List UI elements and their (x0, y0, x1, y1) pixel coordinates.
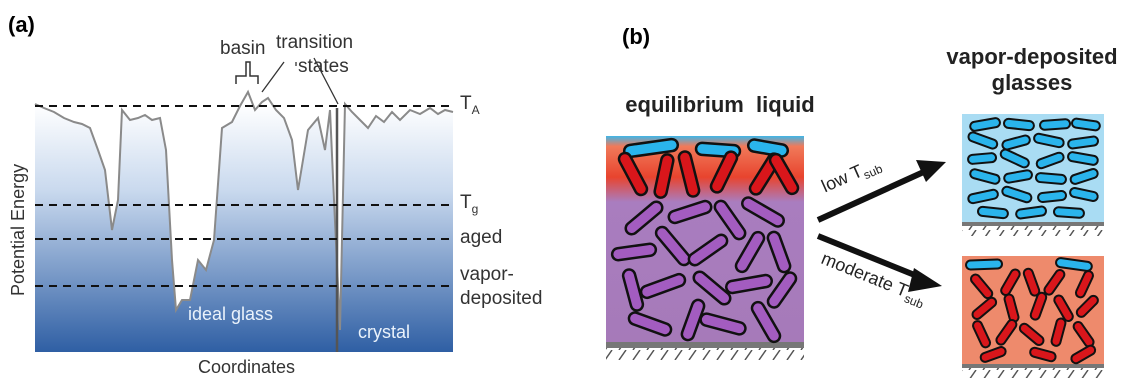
basin-label: basin (220, 38, 266, 59)
equilibrium-liquid-title: equilibrium liquid (625, 92, 815, 117)
basin-bracket (235, 61, 259, 84)
vapor-deposited-title-line1: vapor-deposited (946, 44, 1118, 69)
transition-pointer-1 (261, 61, 285, 93)
arrow-moderate-shaft (816, 233, 924, 281)
crystal-label: crystal (358, 322, 411, 342)
low-t-substrate (962, 222, 1104, 226)
moderate-t-substrate-hatch (962, 368, 1104, 378)
vapor-label-line2: deposited (460, 288, 543, 309)
transition-label-line2: states (298, 56, 349, 77)
arrow-low-head (916, 160, 946, 182)
moderate-t-substrate (962, 364, 1104, 368)
energy-curve (34, 89, 454, 331)
arrow-moderate-head (908, 268, 942, 292)
moderate-t-rods (965, 257, 1099, 365)
panel-a-label: (a) (8, 12, 35, 37)
panel-b-label: (b) (622, 24, 651, 49)
liquid-substrate-hatch (606, 348, 804, 360)
x-axis-label: Coordinates (198, 357, 296, 377)
arrow-low-shaft (816, 167, 930, 223)
ta-label: TA (460, 93, 480, 117)
vapor-deposited-title-line2: glasses (991, 70, 1073, 95)
low-t-rods (967, 117, 1101, 220)
transition-label-line1: transition (276, 32, 354, 53)
liquid-substrate (606, 342, 804, 348)
low-t-glass-box (962, 114, 1104, 222)
tg-label: Tg (460, 192, 479, 216)
vapor-label-line1: vapor- (460, 264, 514, 285)
ideal-glass-label: ideal glass (188, 304, 274, 324)
transition-pointer-3 (313, 57, 339, 105)
liquid-rods (610, 137, 800, 344)
above-curve-mask (35, 92, 453, 330)
low-t-substrate-hatch (962, 226, 1104, 236)
aged-label: aged (460, 227, 503, 248)
